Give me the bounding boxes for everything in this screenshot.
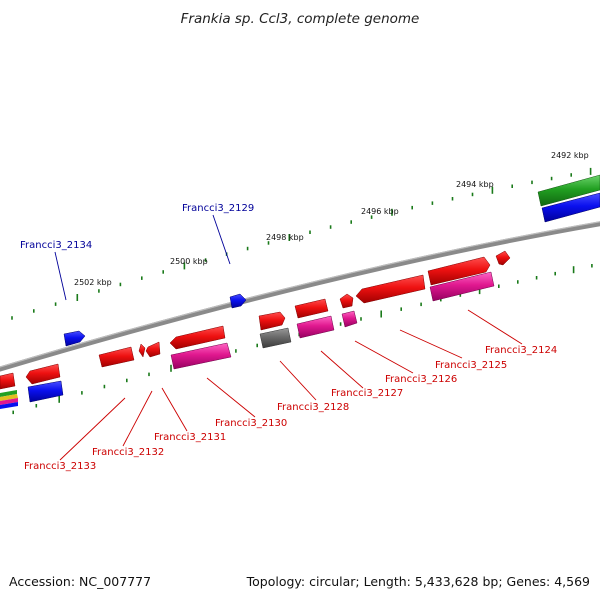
- gene-feature-Francci3_2128[interactable]: [294, 298, 329, 319]
- kbp-label: 2492 kbp: [551, 151, 589, 160]
- kbp-labels: 2492 kbp 2494 kbp 2496 kbp 2498 kbp 2500…: [74, 151, 589, 287]
- kbp-label: 2500 kbp: [170, 257, 208, 266]
- gene-feature-magenta-3[interactable]: [296, 315, 335, 339]
- gene-feature-green-outer[interactable]: [537, 174, 600, 207]
- gene-label-Francci3_2130[interactable]: Francci3_2130: [215, 418, 287, 429]
- gene-label-Francci3_2127[interactable]: Francci3_2127: [331, 388, 403, 399]
- gene-label-Francci3_2124[interactable]: Francci3_2124: [485, 345, 557, 356]
- genome-summary-text: Topology: circular; Length: 5,433,628 bp…: [246, 574, 590, 589]
- gene-label-Francci3_2126[interactable]: Francci3_2126: [385, 374, 457, 385]
- gene-feature-magenta-1[interactable]: [429, 271, 495, 302]
- kbp-label: 2502 kbp: [74, 278, 112, 287]
- gene-label-Francci3_2129[interactable]: Francci3_2129: [182, 203, 254, 214]
- gene-feature-Francci3_2133[interactable]: [98, 346, 135, 368]
- gene-feature-Francci3_2134[interactable]: [63, 330, 86, 347]
- gene-feature-red-left-2[interactable]: [0, 372, 16, 390]
- gene-labels: Francci3_2129 Francci3_2134 Francci3_212…: [20, 203, 557, 472]
- gene-feature-red-2128b[interactable]: [258, 311, 286, 331]
- gene-feature-red-left-1[interactable]: [25, 363, 61, 385]
- gene-feature-grey[interactable]: [259, 327, 292, 349]
- gene-feature-blue-inner[interactable]: [27, 380, 64, 403]
- kbp-label: 2494 kbp: [456, 180, 494, 189]
- gene-label-Francci3_2125[interactable]: Francci3_2125: [435, 360, 507, 371]
- gene-label-Francci3_2128[interactable]: Francci3_2128: [277, 402, 349, 413]
- gene-feature-Francci3_2125[interactable]: [427, 256, 491, 286]
- gene-label-Francci3_2132[interactable]: Francci3_2132: [92, 447, 164, 458]
- kbp-label: 2496 kbp: [361, 207, 399, 216]
- gene-label-Francci3_2131[interactable]: Francci3_2131: [154, 432, 226, 443]
- genome-backbone: [0, 221, 600, 372]
- gene-feature-Francci3_2131[interactable]: [145, 341, 161, 358]
- accession-text: Accession: NC_007777: [9, 574, 151, 589]
- outer-gene-track: [63, 174, 600, 347]
- gene-feature-magenta-2[interactable]: [341, 310, 358, 328]
- gene-feature-Francci3_2127[interactable]: [339, 293, 354, 309]
- gene-label-Francci3_2134[interactable]: Francci3_2134: [20, 240, 92, 251]
- kbp-label: 2498 kbp: [266, 233, 304, 242]
- gene-label-Francci3_2133[interactable]: Francci3_2133: [24, 461, 96, 472]
- gene-feature-multicolor-left[interactable]: [0, 390, 18, 409]
- gene-feature-Francci3_2132[interactable]: [138, 343, 146, 358]
- gene-leader-lines: [54, 214, 523, 461]
- genome-title: Frankia sp. Ccl3, complete genome: [181, 11, 420, 27]
- gene-feature-magenta-4[interactable]: [170, 342, 232, 370]
- gene-feature-Francci3_2130[interactable]: [169, 325, 226, 350]
- gene-feature-Francci3_2129[interactable]: [229, 293, 247, 309]
- gene-feature-Francci3_2124[interactable]: [495, 250, 511, 266]
- inner-gene-track: [0, 250, 511, 409]
- gene-feature-Francci3_2126[interactable]: [355, 274, 426, 304]
- gene-feature-blue-outer[interactable]: [541, 192, 600, 223]
